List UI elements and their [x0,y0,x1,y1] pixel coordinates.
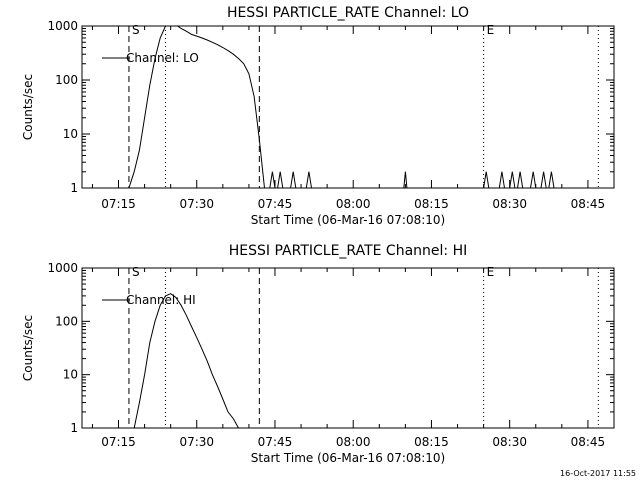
chart-title: HESSI PARTICLE_RATE Channel: LO [227,5,469,21]
time-marker-label: E [487,265,495,279]
time-marker-label: S [132,23,140,37]
series-line [517,171,524,188]
x-axis-label: Start Time (06-Mar-16 07:08:10) [251,213,445,227]
x-tick-label: 08:45 [571,435,606,449]
series-line [290,171,297,188]
x-tick-label: 07:30 [179,435,214,449]
x-tick-label: 08:30 [492,435,527,449]
series-line [128,26,265,188]
x-axis-label: Start Time (06-Mar-16 07:08:10) [251,451,445,465]
timestamp: 16-Oct-2017 11:55 [560,469,636,478]
chart-panel-lo: HESSI PARTICLE_RATE Channel: LO 07:15 07:3… [21,5,615,227]
x-tick-label: 07:15 [101,435,136,449]
series-line [403,171,408,188]
x-tick-label: 08:00 [336,435,371,449]
series-line [305,171,312,188]
chart-panel-hi: HESSI PARTICLE_RATE Channel: HI 07:15 07:3… [21,243,615,465]
y-tick-label: 1 [70,181,78,195]
plot-frame [81,267,615,429]
y-tick-label: 100 [55,73,78,87]
series-line [509,171,516,188]
x-tick-label: 07:15 [101,197,136,211]
y-tick-label: 1000 [47,19,78,33]
x-tick-label: 08:45 [571,197,606,211]
chart-title: HESSI PARTICLE_RATE Channel: HI [229,243,467,259]
x-tick-label: 08:15 [414,435,449,449]
series-line [269,171,276,188]
x-tick-label: 08:00 [336,197,371,211]
y-tick-label: 1000 [47,261,78,275]
x-tick-label: 07:45 [258,197,293,211]
series-line [548,171,555,188]
y-axis-label: Counts/sec [21,315,35,381]
series-line [277,171,284,188]
legend-label: Channel: LO [126,51,199,65]
y-tick-label: 10 [63,127,78,141]
y-tick-label: 1 [70,421,78,435]
x-tick-label: 08:30 [492,197,527,211]
time-marker-label: E [487,23,495,37]
y-tick-label: 100 [55,314,78,328]
series-line [483,171,490,188]
series-line [540,171,547,188]
series-line [133,293,239,428]
series-line [530,171,537,188]
x-tick-label: 08:15 [414,197,449,211]
y-axis-label: Counts/sec [21,74,35,140]
series-line [498,171,505,188]
time-marker-label: S [132,265,140,279]
x-tick-label: 07:30 [179,197,214,211]
plot-frame [81,25,615,189]
legend-label: Channel: HI [126,293,196,307]
y-tick-label: 10 [63,368,78,382]
x-tick-label: 07:45 [258,435,293,449]
